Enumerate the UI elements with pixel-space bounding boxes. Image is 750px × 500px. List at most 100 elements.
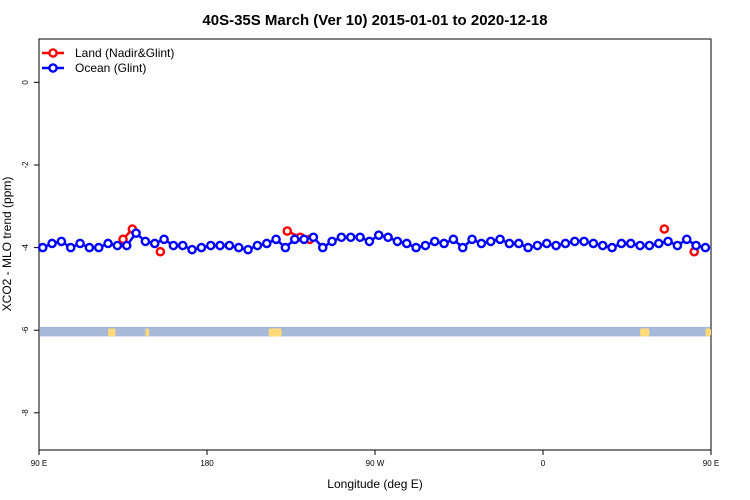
data-point (551, 240, 561, 251)
x-axis: 90 E 180 90 W 0 90 E (31, 450, 719, 468)
data-point (681, 234, 692, 245)
data-point (569, 236, 580, 247)
legend-label: Land (Nadir&Glint) (75, 46, 174, 60)
data-point (282, 226, 293, 236)
data-point (672, 240, 683, 251)
data-point (177, 240, 188, 251)
data-point (439, 238, 449, 249)
data-point (448, 234, 459, 245)
data-point (308, 232, 319, 243)
data-point (485, 236, 496, 247)
land-patch (108, 328, 116, 337)
data-point (373, 230, 384, 241)
x-tick-label: 90 E (703, 459, 719, 468)
series-ocean (37, 228, 711, 255)
x-axis-label: Longitude (deg E) (327, 477, 422, 491)
legend-marker (48, 63, 58, 73)
data-point (579, 236, 589, 247)
data-point (112, 240, 123, 251)
data-point (588, 238, 599, 249)
legend-label: Ocean (Glint) (75, 61, 146, 75)
data-point (168, 240, 179, 251)
data-point (224, 240, 235, 251)
chart-title: 40S-35S March (Ver 10) 2015-01-01 to 202… (202, 12, 547, 29)
data-point (327, 236, 337, 247)
data-point (196, 242, 207, 253)
data-point (383, 232, 393, 243)
data-point (131, 228, 141, 238)
data-point (271, 234, 281, 245)
data-point (691, 240, 701, 251)
data-point (261, 238, 272, 249)
data-point (420, 240, 431, 251)
data-point (392, 236, 403, 247)
data-point (653, 238, 664, 249)
x-tick-label: 180 (200, 459, 214, 468)
ocean-band (40, 326, 710, 337)
y-tick-label: -8 (21, 409, 30, 417)
data-point (467, 234, 477, 245)
y-axis: 0 -2 -4 -6 -8 (21, 80, 39, 417)
y-axis-label: XCO2 - MLO trend (ppm) (0, 177, 14, 312)
data-point (523, 242, 533, 253)
land-patch (145, 328, 150, 337)
data-point (345, 232, 356, 243)
y-tick-label: 0 (21, 80, 30, 85)
data-point (187, 244, 197, 255)
series-layer (37, 224, 711, 257)
x-tick-label: 90 W (366, 459, 385, 468)
data-point (659, 224, 670, 234)
data-point (243, 244, 253, 255)
data-point (37, 242, 48, 253)
data-point (149, 238, 160, 249)
legend: Land (Nadir&Glint)Ocean (Glint) (42, 46, 174, 75)
land-patch (640, 328, 650, 337)
data-point (84, 242, 95, 253)
data-point (457, 242, 468, 253)
data-point (364, 236, 375, 247)
legend-marker (48, 48, 58, 58)
data-point (103, 238, 113, 249)
map-band (40, 326, 711, 337)
data-point (513, 238, 524, 249)
data-point (635, 240, 645, 251)
data-point (644, 240, 655, 251)
data-point (159, 234, 169, 245)
data-point (205, 240, 216, 251)
land-patch (268, 328, 282, 337)
y-tick-label: -4 (21, 243, 30, 251)
data-point (56, 236, 67, 247)
data-point (317, 242, 328, 253)
data-point (560, 238, 571, 249)
data-point (140, 236, 151, 247)
data-point (215, 240, 225, 251)
data-point (429, 236, 440, 247)
data-point (336, 232, 347, 243)
data-point (299, 234, 309, 245)
data-point (121, 240, 132, 251)
data-point (700, 242, 711, 253)
data-point (597, 240, 608, 251)
land-patch (705, 328, 711, 337)
data-point (663, 236, 673, 247)
data-point (233, 242, 244, 253)
x-tick-label: 90 E (31, 459, 47, 468)
data-point (476, 238, 487, 249)
x-tick-label: 0 (541, 459, 546, 468)
data-point (93, 242, 104, 253)
data-point (541, 238, 552, 249)
data-point (411, 242, 421, 253)
data-point (532, 240, 543, 251)
data-point (625, 238, 636, 249)
data-point (65, 242, 76, 253)
data-point (504, 238, 515, 249)
data-point (75, 238, 85, 249)
data-point (495, 234, 505, 245)
y-tick-label: -6 (21, 326, 30, 334)
data-point (252, 240, 263, 251)
data-point (607, 242, 617, 253)
data-point (355, 232, 365, 243)
data-point (155, 246, 166, 257)
data-point (616, 238, 627, 249)
